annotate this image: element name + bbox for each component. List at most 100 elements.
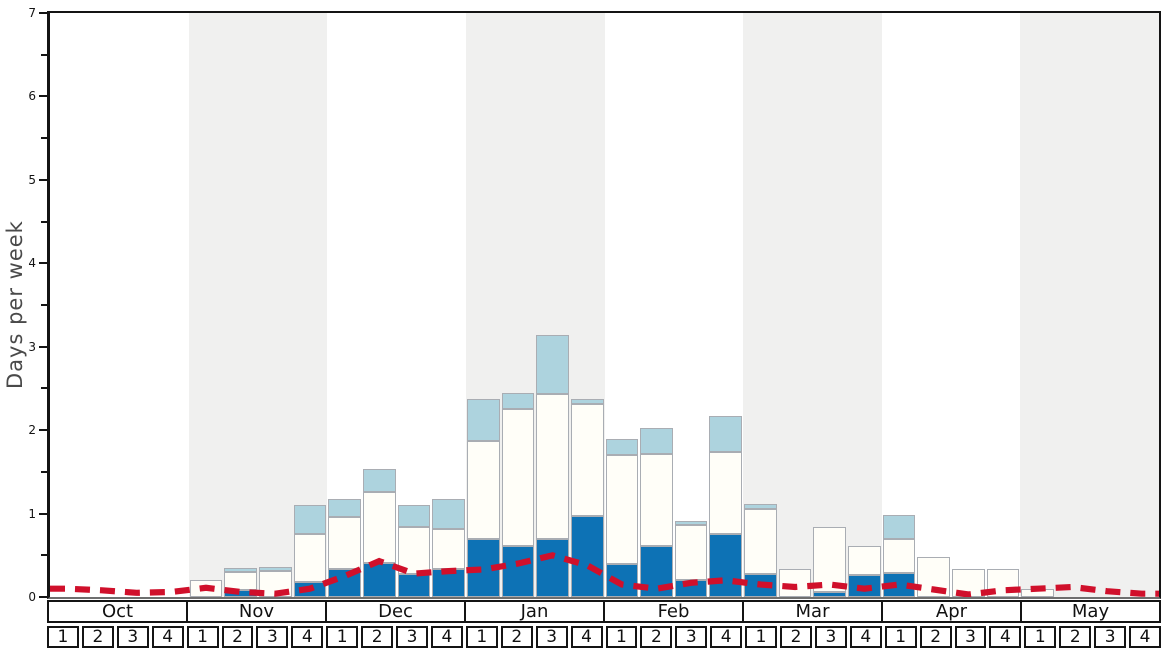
month-band-nov [188,13,328,597]
week-cell-dec-4: 4 [430,626,463,648]
week-cell-mar-2: 2 [780,626,812,648]
y-minor-tick-4.5 [41,220,47,223]
month-label-feb: Feb [603,601,742,622]
week-cell-mar-4: 4 [849,626,882,648]
week-cell-nov-2: 2 [221,626,254,648]
week-cell-apr-1: 1 [884,626,917,648]
bar-feb-w1-light-blue-days [605,439,639,456]
week-cell-dec-3: 3 [396,626,428,648]
bar-dec-w4-white-days [432,528,465,570]
bar-mar-w4 [847,13,882,597]
bar-apr-w1 [882,13,917,597]
bar-dec-w3-light-blue-days [397,505,431,527]
bar-jan-w4 [570,13,605,597]
bar-nov-w4-white-days [293,534,327,582]
week-cell-nov-1: 1 [186,626,219,648]
bar-jan-w4-light-blue-days [570,399,604,405]
bar-apr-w1-light-blue-days [882,515,916,540]
y-major-tick-0 [39,596,47,598]
week-cell-apr-4: 4 [989,626,1022,648]
bar-feb-w1-white-days [605,455,639,565]
bar-jan-w3-dark-blue-days [536,539,569,597]
week-cell-jan-1: 1 [465,626,498,648]
bar-feb-w4-light-blue-days [709,415,743,452]
bar-feb-w3-white-days [674,525,708,581]
bar-dec-w2 [362,13,397,597]
week-cell-may-4: 4 [1129,626,1161,648]
bar-nov-w2-light-blue-days [224,567,257,572]
week-cell-dec-1: 1 [326,626,359,648]
bar-jan-w4-dark-blue-days [570,516,604,597]
week-cell-apr-3: 3 [954,626,987,648]
week-cell-feb-4: 4 [710,626,743,648]
bar-jan-w2-light-blue-days [501,392,535,410]
y-minor-tick-2.5 [41,387,47,390]
week-cell-may-2: 2 [1059,626,1092,648]
bar-jan-w3-white-days [536,394,569,540]
y-tick-label-6: 6 [28,89,36,104]
week-cell-feb-3: 3 [675,626,708,648]
bar-mar-w3-white-days [813,526,847,592]
bar-dec-w2-dark-blue-days [362,562,396,597]
y-tick-label-0: 0 [28,590,36,604]
bar-jan-w1-white-days [466,441,500,540]
y-tick-label-2: 2 [28,423,36,438]
bar-jan-w1-light-blue-days [466,399,500,441]
week-cell-apr-2: 2 [919,626,952,648]
bar-feb-w2-white-days [640,453,673,547]
week-cell-dec-2: 2 [361,626,394,648]
week-cell-jan-3: 3 [535,626,568,648]
bar-jan-w3-light-blue-days [536,335,569,395]
month-label-nov: Nov [186,601,325,622]
bar-mar-w1-white-days [744,509,777,574]
bar-jan-w4-white-days [570,404,604,517]
week-cell-mar-1: 1 [745,626,778,648]
y-tick-label-5: 5 [28,172,36,187]
y-major-tick-4 [39,262,47,265]
bar-dec-w2-white-days [362,491,396,563]
bar-dec-w1 [327,13,362,597]
y-major-tick-6 [39,95,47,98]
y-tick-label-3: 3 [28,339,36,354]
y-tick-label-4: 4 [28,256,36,271]
week-cell-jan-2: 2 [500,626,533,648]
bar-jan-w3 [535,13,570,597]
bar-dec-w1-light-blue-days [328,498,361,517]
week-cell-oct-4: 4 [151,626,184,648]
y-major-tick-5 [39,178,47,181]
y-major-tick-2 [39,429,47,432]
month-band-may [1020,13,1159,597]
y-major-tick-3 [39,345,47,348]
month-band-oct [50,13,189,597]
bar-apr-w1-white-days [882,539,916,573]
red-dashed-average-line [50,552,1159,597]
week-cell-oct-3: 3 [116,626,149,648]
y-tick-label-7: 7 [28,6,36,20]
y-minor-tick-3.5 [41,304,47,306]
month-label-jan: Jan [464,601,603,622]
month-label-oct: Oct [101,601,134,622]
week-cell-nov-3: 3 [256,626,289,648]
bar-mar-w3-dark-blue-days [813,592,847,597]
week-cell-mar-3: 3 [814,626,847,648]
bar-dec-w4 [431,13,466,597]
y-minor-tick-1.5 [41,470,47,473]
bar-nov-w3-light-blue-days [258,566,292,572]
week-cell-jan-4: 4 [570,626,603,648]
y-minor-tick-0.5 [41,554,47,557]
month-band-apr [881,13,1021,597]
bar-nov-w4-light-blue-days [293,505,327,535]
bar-feb-w2-light-blue-days [640,427,673,454]
y-major-tick-1 [39,512,47,515]
month-row: Oct Nov Dec Jan Feb Mar Apr May [47,600,1161,623]
week-cell-may-1: 1 [1024,626,1057,648]
y-major-tick-7 [39,12,47,14]
bar-dec-w3 [397,13,432,597]
month-label-mar: Mar [742,601,881,622]
week-cell-oct-2: 2 [81,626,114,648]
week-cell-oct-1: 1 [47,626,79,648]
bar-jan-w2-white-days [501,409,535,547]
bar-nov-w4 [293,13,328,597]
